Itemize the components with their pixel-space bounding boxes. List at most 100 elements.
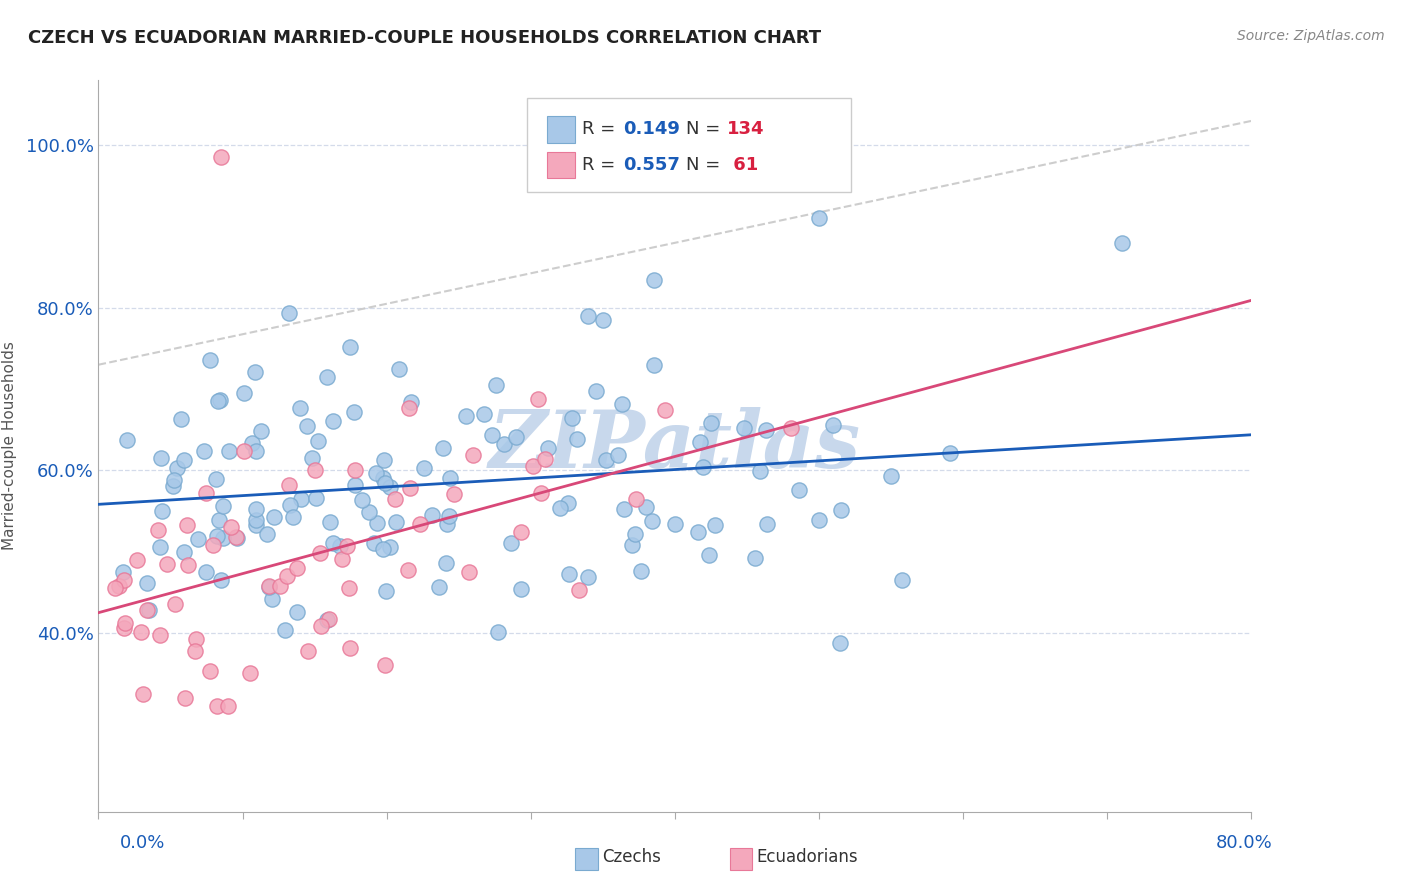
- Point: [443, 487, 465, 501]
- Point: [112, 573, 135, 587]
- Point: [218, 444, 240, 458]
- Text: 0.149: 0.149: [623, 120, 679, 138]
- Point: [733, 421, 755, 435]
- Point: [245, 517, 267, 532]
- Point: [173, 545, 195, 559]
- Point: [245, 365, 267, 379]
- Point: [643, 358, 665, 372]
- Point: [276, 568, 298, 582]
- Point: [744, 551, 766, 566]
- Point: [174, 690, 197, 705]
- Point: [173, 452, 195, 467]
- Point: [808, 513, 831, 527]
- Point: [387, 362, 409, 376]
- Point: [481, 427, 503, 442]
- Point: [630, 564, 652, 578]
- Point: [756, 517, 779, 532]
- Point: [703, 518, 725, 533]
- Point: [301, 450, 323, 465]
- Point: [399, 481, 422, 495]
- Point: [127, 552, 149, 566]
- Point: [384, 491, 406, 506]
- Point: [808, 211, 831, 226]
- Point: [156, 557, 179, 571]
- Point: [256, 527, 278, 541]
- Point: [692, 459, 714, 474]
- Point: [295, 419, 318, 434]
- Point: [136, 603, 159, 617]
- Point: [322, 535, 344, 549]
- Text: 134: 134: [727, 120, 765, 138]
- Point: [176, 517, 198, 532]
- Point: [620, 538, 643, 552]
- Point: [150, 504, 173, 518]
- Point: [138, 603, 160, 617]
- Point: [689, 434, 711, 449]
- Point: [378, 480, 401, 494]
- Point: [787, 483, 810, 498]
- Point: [239, 665, 262, 680]
- Point: [456, 409, 478, 423]
- Point: [278, 478, 301, 492]
- Point: [363, 536, 385, 550]
- Point: [290, 492, 312, 507]
- Text: CZECH VS ECUADORIAN MARRIED-COUPLE HOUSEHOLDS CORRELATION CHART: CZECH VS ECUADORIAN MARRIED-COUPLE HOUSE…: [28, 29, 821, 46]
- Point: [373, 452, 395, 467]
- Point: [304, 463, 326, 477]
- Point: [613, 502, 636, 516]
- Point: [136, 576, 159, 591]
- Point: [375, 583, 398, 598]
- Point: [129, 624, 152, 639]
- Point: [396, 563, 419, 577]
- Point: [509, 582, 531, 597]
- Point: [880, 468, 903, 483]
- Point: [830, 502, 852, 516]
- Point: [205, 529, 228, 543]
- Point: [278, 498, 301, 512]
- Point: [149, 540, 172, 554]
- Point: [643, 273, 665, 287]
- Point: [202, 538, 225, 552]
- Point: [217, 699, 239, 714]
- Point: [315, 370, 337, 384]
- Point: [269, 579, 291, 593]
- Point: [339, 641, 361, 656]
- Point: [332, 552, 354, 566]
- Point: [472, 407, 495, 421]
- Point: [131, 687, 153, 701]
- Point: [108, 579, 131, 593]
- Point: [149, 450, 172, 465]
- Point: [187, 532, 209, 546]
- Point: [245, 513, 267, 527]
- Point: [212, 500, 235, 514]
- Point: [205, 472, 228, 486]
- Point: [697, 548, 720, 562]
- Point: [378, 540, 401, 554]
- Point: [422, 508, 444, 522]
- Point: [755, 423, 778, 437]
- Point: [240, 436, 263, 450]
- Text: 0.0%: 0.0%: [120, 834, 165, 852]
- Point: [308, 546, 330, 560]
- Point: [343, 463, 366, 477]
- Point: [207, 394, 229, 409]
- Point: [225, 531, 247, 545]
- Point: [162, 473, 184, 487]
- Point: [339, 341, 361, 355]
- Point: [318, 612, 340, 626]
- Point: [654, 403, 676, 417]
- Point: [285, 561, 308, 575]
- Point: [257, 579, 280, 593]
- Point: [205, 699, 228, 714]
- Point: [561, 411, 583, 425]
- Point: [198, 353, 221, 368]
- Point: [111, 566, 134, 580]
- Point: [184, 644, 207, 658]
- Point: [195, 566, 218, 580]
- Point: [530, 486, 553, 500]
- Point: [193, 444, 215, 458]
- Point: [494, 437, 516, 451]
- Point: [209, 151, 232, 165]
- Point: [399, 395, 422, 409]
- Point: [357, 505, 380, 519]
